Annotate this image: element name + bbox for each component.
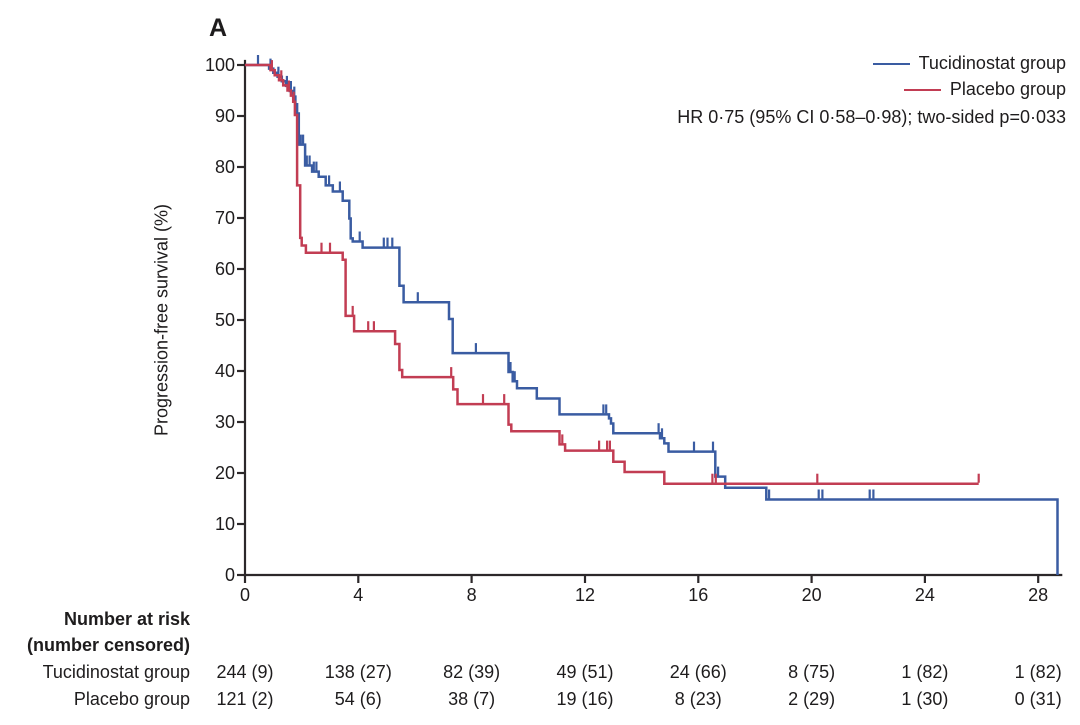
- risk-value: 2 (29): [788, 689, 836, 709]
- placebo-line-swatch: [903, 88, 941, 91]
- risk-value: 244 (9): [216, 662, 274, 682]
- risk-value: 8 (75): [788, 662, 836, 682]
- risk-value: 121 (2): [216, 689, 274, 709]
- y-axis-title: Progression-free survival (%): [151, 203, 172, 437]
- x-tick-label: 20: [801, 585, 822, 605]
- tucidinostat-line-swatch: [872, 62, 910, 65]
- legend: Tucidinostat group Placebo group: [872, 52, 1066, 101]
- x-tick-label: 12: [574, 585, 596, 605]
- risk-value: 1 (30): [901, 689, 949, 709]
- legend-entry-tucidinostat: Tucidinostat group: [872, 52, 1066, 75]
- risk-value: 1 (82): [901, 662, 949, 682]
- y-tick-label: 10: [214, 514, 235, 534]
- x-tick-label: 16: [688, 585, 709, 605]
- x-tick-label: 4: [353, 585, 364, 605]
- y-tick-label: 100: [204, 55, 235, 75]
- x-tick-label: 8: [466, 585, 477, 605]
- y-tick-label: 30: [214, 412, 235, 432]
- risk-value: 54 (6): [334, 689, 382, 709]
- y-tick-label: 40: [214, 361, 235, 381]
- legend-entry-placebo: Placebo group: [903, 78, 1066, 101]
- risk-row-label-placebo: Placebo group: [73, 689, 190, 709]
- survival-curve-placebo: [245, 63, 979, 485]
- x-tick-label: 0: [239, 585, 250, 605]
- legend-label-tucidinostat: Tucidinostat group: [918, 53, 1066, 73]
- risk-value: 1 (82): [1014, 662, 1062, 682]
- risk-value: 19 (16): [556, 689, 614, 709]
- risk-table-header-line2: (number censored): [26, 635, 190, 655]
- y-tick-label: 20: [214, 463, 235, 483]
- y-tick-label: 80: [214, 157, 235, 177]
- axis-lines: [243, 59, 1063, 577]
- risk-value: 38 (7): [448, 689, 496, 709]
- risk-row-label-tucidinostat: Tucidinostat group: [42, 662, 190, 682]
- y-tick-label: 70: [214, 208, 235, 228]
- y-tick-label: 0: [224, 565, 235, 585]
- y-tick-label: 60: [214, 259, 235, 279]
- survival-curve-tucidinostat: [245, 63, 1059, 575]
- legend-label-placebo: Placebo group: [949, 79, 1066, 99]
- panel-label: A: [209, 14, 228, 42]
- y-tick-label: 90: [214, 106, 235, 126]
- x-tick-label: 28: [1028, 585, 1049, 605]
- hazard-ratio-annotation: HR 0·75 (95% CI 0·58–0·98); two-sided p=…: [677, 107, 1066, 127]
- y-tick-label: 50: [214, 310, 235, 330]
- x-tick-label: 24: [914, 585, 935, 605]
- risk-table-header-line1: Number at risk: [63, 609, 190, 629]
- risk-value: 24 (66): [669, 662, 727, 682]
- risk-value: 49 (51): [556, 662, 614, 682]
- risk-value: 138 (27): [324, 662, 392, 682]
- risk-value: 8 (23): [674, 689, 722, 709]
- risk-value: 0 (31): [1014, 689, 1062, 709]
- risk-value: 82 (39): [443, 662, 501, 682]
